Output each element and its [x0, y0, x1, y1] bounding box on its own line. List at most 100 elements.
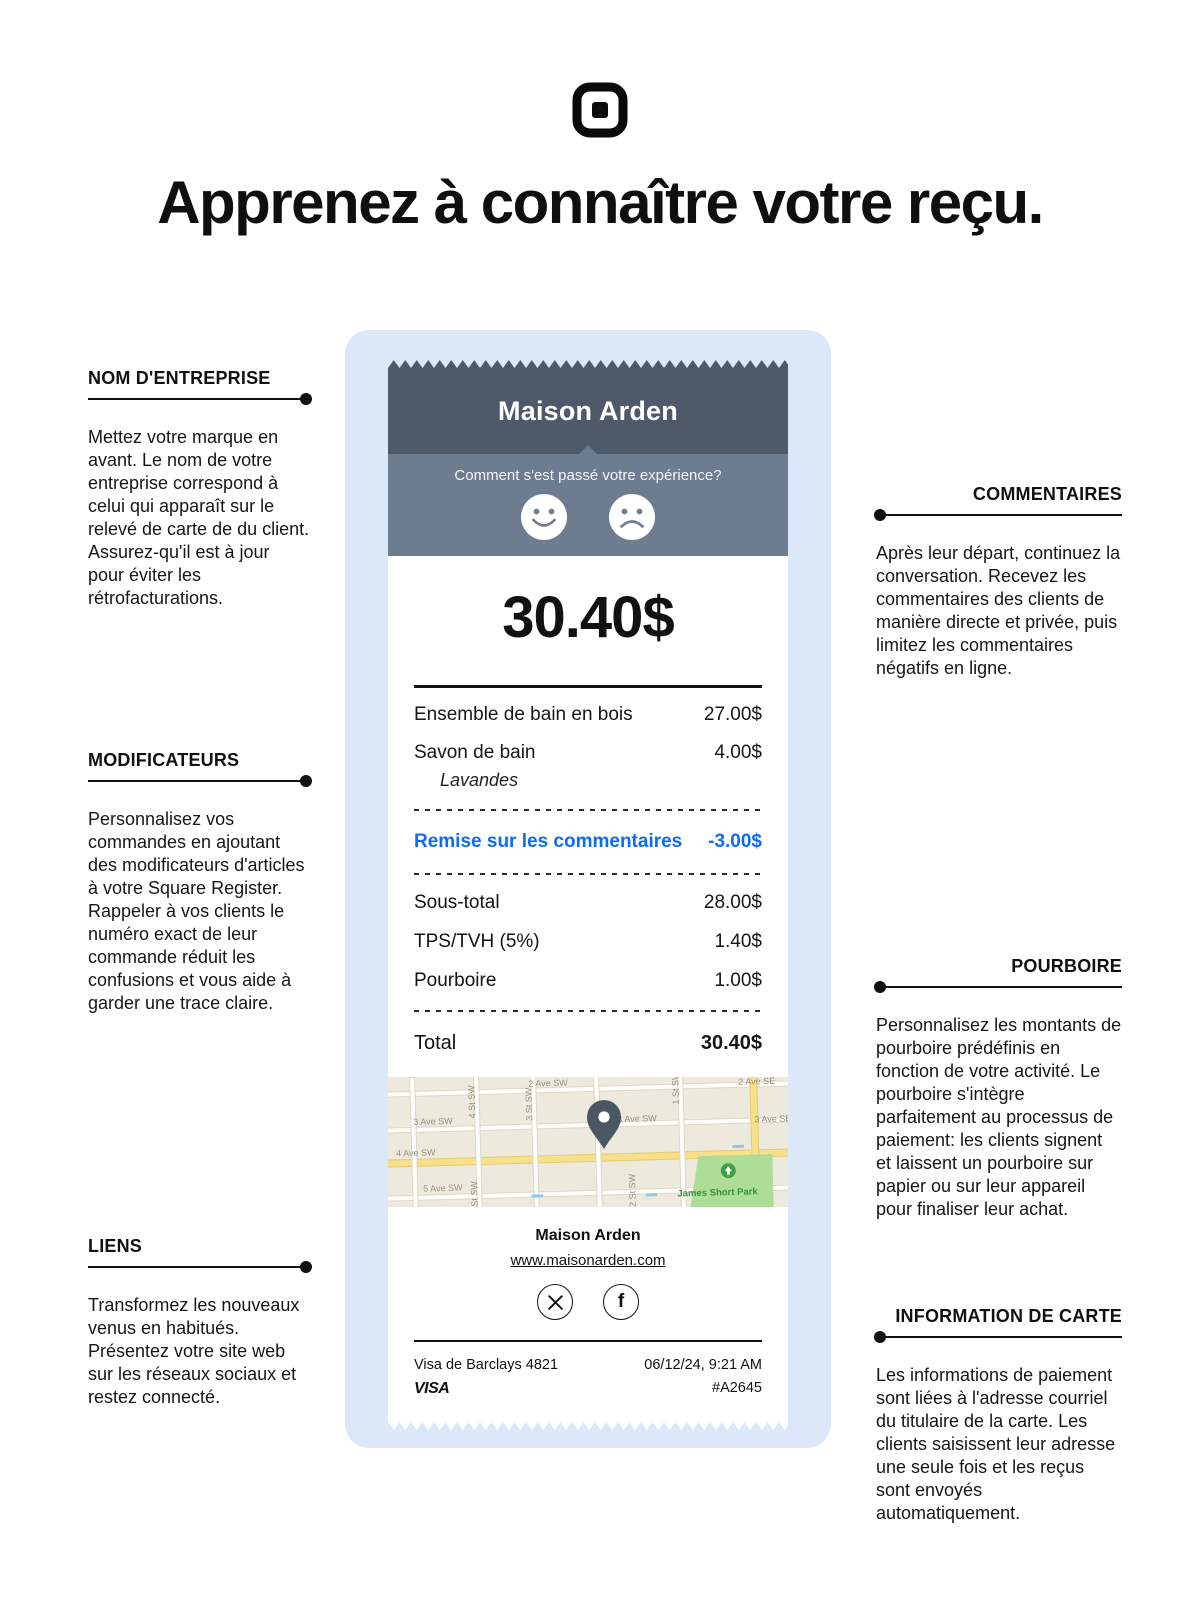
street-label: 3 Ave SE — [754, 1113, 788, 1125]
annotation-business-name: NOM D'ENTREPRISE Mettez votre marque en … — [88, 368, 312, 610]
visa-logo: VISA — [414, 1380, 450, 1397]
discount-amount: -3.00$ — [708, 831, 762, 852]
x-twitter-icon[interactable] — [537, 1284, 573, 1320]
street-label: 3 St SW — [523, 1087, 535, 1121]
annotation-heading: POURBOIRE — [1011, 956, 1122, 976]
annotation-heading: MODIFICATEURS — [88, 750, 240, 770]
receipt-card: Maison Arden Comment s'est passé votre e… — [345, 330, 831, 1448]
payment-info-row: Visa de Barclays 4821 06/12/24, 9:21 AM — [388, 1357, 788, 1373]
annotation-links: LIENS Transformez les nouveaux venus en … — [88, 1236, 312, 1409]
footer-business-name: Maison Arden — [535, 1227, 641, 1244]
tip-label: Pourboire — [414, 970, 497, 991]
connector-line — [874, 509, 1122, 521]
tip-row: Pourboire 1.00$ — [414, 970, 762, 992]
square-logo-icon — [572, 82, 628, 143]
divider — [414, 685, 762, 688]
connector-dot — [874, 981, 886, 993]
facebook-icon[interactable]: f — [603, 1284, 639, 1320]
street-label: 4 St SW — [466, 1085, 478, 1119]
annotation-heading: COMMENTAIRES — [972, 484, 1122, 504]
street-label: 3 Ave SW — [413, 1115, 453, 1127]
survey-question: Comment s'est passé votre expérience? — [454, 467, 722, 484]
annotation-modifiers: MODIFICATEURS Personnalisez vos commande… — [88, 750, 312, 1015]
connector-line — [874, 1331, 1122, 1343]
annotation-body: Après leur départ, continuez la conversa… — [876, 543, 1121, 679]
subtotal-row: Sous-total 28.00$ — [414, 892, 762, 914]
street-label: 4 St SW — [469, 1181, 480, 1207]
annotation-tip: POURBOIRE Personnalisez les montants de … — [874, 956, 1122, 1221]
dashed-divider — [414, 873, 762, 875]
annotation-body: Personnalisez les montants de pourboire … — [876, 1015, 1122, 1220]
tax-row: TPS/TVH (5%) 1.40$ — [414, 931, 762, 953]
feedback-bar: Comment s'est passé votre expérience? — [388, 445, 788, 556]
annotation-heading: NOM D'ENTREPRISE — [88, 368, 271, 388]
connector-dot — [874, 1331, 886, 1343]
connector-line — [88, 393, 312, 405]
item-name: Savon de bain — [414, 742, 536, 763]
discount-label: Remise sur les commentaires — [414, 831, 683, 852]
item-name: Ensemble de bain en bois — [414, 704, 633, 725]
annotation-body: Les informations de paiement sont liées … — [876, 1365, 1116, 1524]
street-label: 2 St SW — [626, 1173, 638, 1207]
connector-line — [88, 1261, 312, 1273]
total-value: 30.40$ — [700, 1032, 762, 1054]
divider — [414, 1340, 762, 1342]
connector-dot — [300, 775, 312, 787]
tax-label: TPS/TVH (5%) — [414, 931, 540, 952]
total-label: Total — [414, 1032, 457, 1054]
connector-line — [88, 775, 312, 787]
annotation-body: Mettez votre marque en avant. Le nom de … — [88, 427, 310, 609]
subtotal-value: 28.00$ — [703, 892, 762, 913]
tax-value: 1.40$ — [714, 931, 762, 952]
smiley-face-icon[interactable] — [521, 494, 567, 540]
dashed-divider — [414, 1010, 762, 1012]
connector-dot — [874, 509, 886, 521]
receipt-body: 30.40$ Ensemble de bain en bois 27.00$ S… — [388, 556, 788, 1422]
street-label: 1 St SW — [670, 1077, 681, 1105]
annotation-card-info: INFORMATION DE CARTE Les informations de… — [874, 1306, 1122, 1525]
annotation-heading: LIENS — [88, 1236, 143, 1256]
line-item: Savon de bain 4.00$ — [414, 742, 762, 764]
website-link[interactable]: www.maisonarden.com — [510, 1252, 666, 1269]
street-label: 5 Ave SW — [423, 1182, 463, 1194]
annotation-comments: COMMENTAIRES Après leur départ, continue… — [874, 484, 1122, 680]
receipt: Maison Arden Comment s'est passé votre e… — [388, 360, 788, 1430]
park-icon — [720, 1163, 737, 1183]
receipt-header: Maison Arden — [388, 368, 788, 454]
page-title: Apprenez à connaître votre reçu. — [157, 169, 1044, 236]
line-items: Ensemble de bain en bois 27.00$ Savon de… — [388, 704, 788, 791]
receipt-number: #A2645 — [712, 1380, 762, 1396]
map-tiles: 2 Ave SW 2 Ave SE 3 Ave SW 3 Ave SW 3 Av… — [388, 1077, 788, 1207]
line-item: Ensemble de bain en bois 27.00$ — [414, 704, 762, 726]
transaction-datetime: 06/12/24, 9:21 AM — [644, 1357, 762, 1373]
frowny-face-icon[interactable] — [609, 494, 655, 540]
subtotal-label: Sous-total — [414, 892, 500, 913]
payment-info-row: VISA #A2645 — [388, 1380, 788, 1422]
location-map: 2 Ave SW 2 Ave SE 3 Ave SW 3 Ave SW 3 Av… — [388, 1077, 788, 1207]
total-amount-display: 30.40$ — [502, 585, 674, 650]
connector-dot — [300, 393, 312, 405]
street-label: 2 Ave SW — [528, 1077, 568, 1089]
item-modifier: Lavandes — [440, 770, 519, 790]
item-price: 4.00$ — [714, 742, 762, 763]
totals-section: Sous-total 28.00$ TPS/TVH (5%) 1.40$ Pou… — [388, 892, 788, 1010]
park-label: James Short Park — [677, 1186, 758, 1200]
street-label: 2 Ave SE — [738, 1077, 776, 1087]
annotation-heading: INFORMATION DE CARTE — [895, 1306, 1122, 1326]
feedback-discount-row: Remise sur les commentaires -3.00$ — [414, 831, 762, 853]
annotation-body: Personnalisez vos commandes en ajoutant … — [88, 809, 305, 1014]
item-price: 27.00$ — [703, 704, 762, 725]
annotation-body: Transformez les nouveaux venus en habitu… — [88, 1295, 300, 1408]
receipt-top-edge — [388, 360, 788, 368]
business-name: Maison Arden — [498, 395, 678, 426]
dashed-divider — [414, 809, 762, 811]
tip-value: 1.00$ — [714, 970, 762, 991]
receipt-bottom-edge — [388, 1422, 788, 1430]
street-label: 4 Ave SW — [396, 1147, 436, 1159]
total-row: Total 30.40$ — [414, 1032, 762, 1055]
map-pin-icon — [584, 1099, 624, 1151]
connector-line — [874, 981, 1122, 993]
connector-dot — [300, 1261, 312, 1273]
card-description: Visa de Barclays 4821 — [414, 1357, 559, 1373]
